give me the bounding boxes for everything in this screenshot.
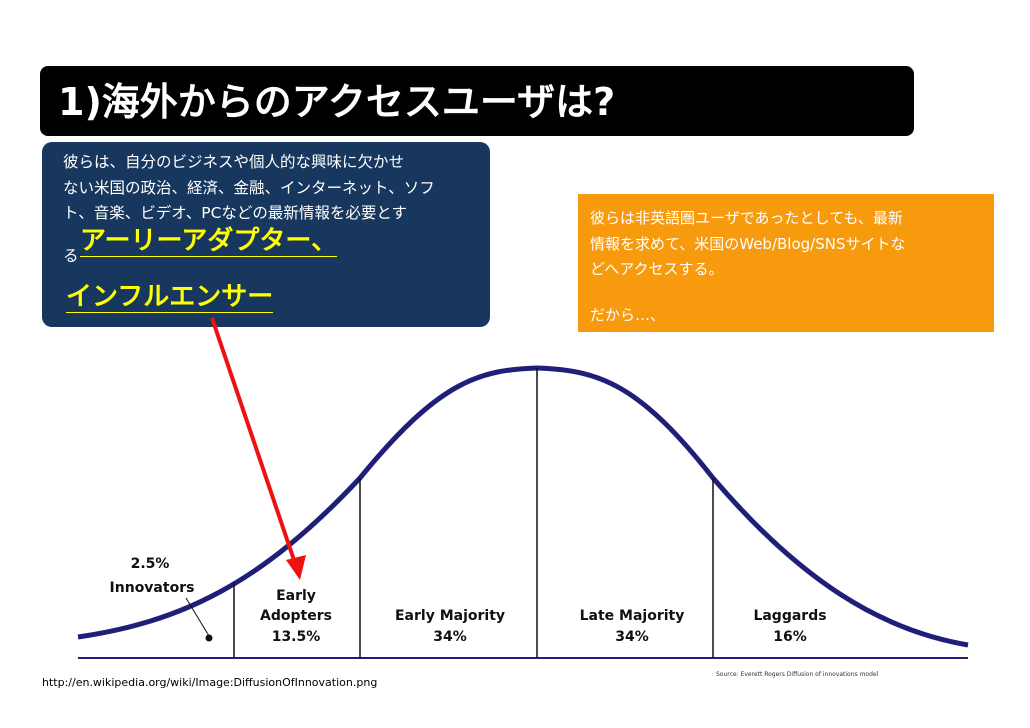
diagram-credit: Source: Everett Rogers Diffusion of inno… (716, 671, 879, 678)
callout-line-2: 情報を求めて、米国のWeb/Blog/SNSサイトな (590, 235, 906, 253)
description-line-prefix: る (63, 247, 79, 265)
segment-early-majority-pct: 34% (433, 629, 467, 645)
slide-title: 1)海外からのアクセスユーザは? (58, 80, 616, 124)
segment-innovators-label: Innovators (110, 580, 195, 596)
callout-line-1: 彼らは非英語圏ユーザであったとしても、最新 (590, 209, 903, 227)
segment-late-majority-pct: 34% (615, 629, 649, 645)
title-bar (40, 66, 914, 136)
segment-early-adopters-pct: 13.5% (272, 629, 321, 645)
source-url: http://en.wikipedia.org/wiki/Image:Diffu… (42, 676, 378, 689)
segment-laggards-label: Laggards (753, 608, 826, 624)
description-box (42, 142, 490, 327)
bell-curve (77, 365, 969, 648)
callout-line-3: どへアクセスする。 (590, 260, 724, 278)
description-line-1: 彼らは、自分のビジネスや個人的な興味に欠かせ (63, 153, 405, 171)
segment-early-adopters-line1: Early (276, 588, 316, 604)
red-arrow-line (210, 317, 298, 567)
highlight-early-adopters: アーリーアダプター、 (80, 226, 338, 257)
callout-box (578, 194, 994, 332)
segment-innovators-pct: 2.5% (131, 556, 170, 572)
segment-early-adopters-line2: Adopters (260, 608, 332, 624)
highlight-influencers: インフルエンサー (66, 282, 274, 313)
segment-early-majority-label: Early Majority (395, 608, 505, 624)
red-arrow-head (286, 555, 306, 580)
description-line-3: ト、音楽、ビデオ、PCなどの最新情報を必要とす (63, 204, 407, 222)
innovators-pointer (185, 597, 210, 637)
callout-closing: だから…、 (590, 306, 666, 324)
segment-late-majority-label: Late Majority (580, 608, 685, 624)
segment-laggards-pct: 16% (773, 629, 807, 645)
description-line-2: ない米国の政治、経済、金融、インターネット、ソフ (63, 179, 435, 197)
innovators-dot (205, 634, 213, 642)
